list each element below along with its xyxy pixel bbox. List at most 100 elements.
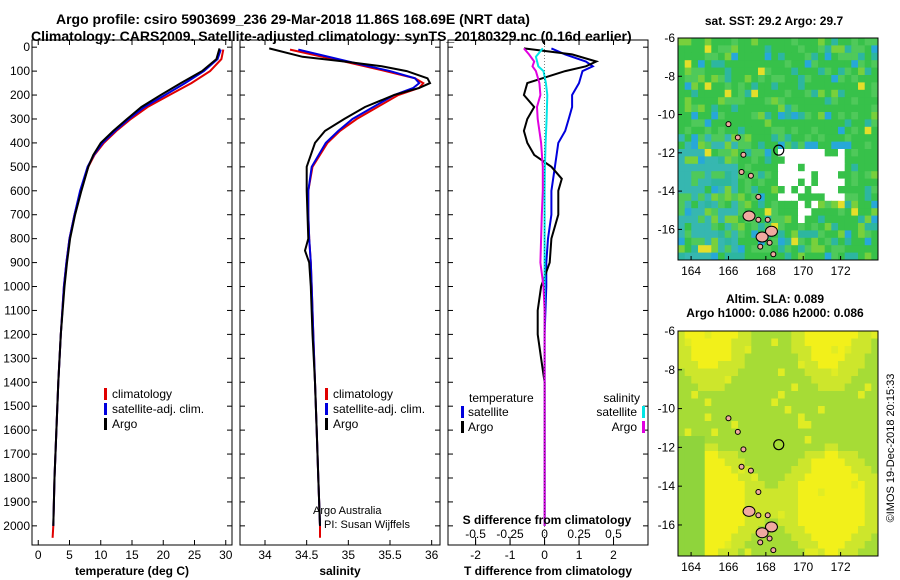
- map-cell: [724, 149, 732, 157]
- map-cell: [824, 200, 832, 209]
- map-cell: [871, 112, 879, 120]
- map-cell: [718, 398, 726, 407]
- map-cell: [704, 361, 712, 369]
- map-cell: [698, 215, 706, 224]
- map-cell: [838, 503, 846, 512]
- map-cell: [811, 75, 819, 83]
- map-cell: [871, 496, 879, 504]
- map-cell: [864, 52, 872, 61]
- x-tick-label: 35: [342, 548, 356, 562]
- map-cell: [871, 413, 879, 422]
- map-cell: [804, 398, 812, 407]
- map-cell: [738, 496, 746, 504]
- map-cell: [831, 383, 839, 392]
- map-cell: [678, 208, 686, 217]
- map-cell: [858, 473, 866, 482]
- map-cell: [758, 75, 766, 83]
- map-cell: [698, 458, 706, 467]
- map-cell: [804, 346, 812, 354]
- map-cell: [831, 526, 839, 534]
- map-cell: [704, 149, 712, 157]
- map-cell: [818, 398, 826, 407]
- map-cell: [718, 488, 726, 497]
- panel-temperature: 0100200300400500600700800900100011001200…: [3, 39, 233, 578]
- map-cell: [864, 548, 872, 557]
- map-cell: [704, 443, 712, 452]
- map-cell: [851, 119, 859, 128]
- map-cell: [824, 82, 832, 91]
- map-cell: [718, 82, 726, 91]
- map-cell: [864, 141, 872, 150]
- map-cell: [811, 511, 819, 519]
- map-cell: [811, 141, 819, 150]
- island-shape: [740, 151, 747, 158]
- island-shape: [770, 547, 777, 554]
- map-cell: [764, 75, 772, 83]
- map-cell: [791, 245, 799, 254]
- map-cell: [784, 518, 792, 527]
- s-tick-label: 0.5: [605, 527, 622, 541]
- map-cell: [704, 458, 712, 467]
- map-cell: [844, 368, 852, 377]
- map-cell: [758, 67, 766, 76]
- map-cell: [691, 208, 699, 217]
- map-cell: [791, 200, 799, 209]
- map-cell: [791, 496, 799, 504]
- map-cell: [724, 200, 732, 209]
- map-cell: [824, 163, 832, 172]
- map-cell: [824, 413, 832, 422]
- map-cell: [811, 112, 819, 120]
- map-cell: [678, 511, 686, 519]
- map-cell: [818, 134, 826, 143]
- map-cell: [778, 215, 786, 224]
- legend-swatch: [325, 388, 328, 400]
- map-cell: [678, 215, 686, 224]
- map-cell: [784, 82, 792, 91]
- map-cell: [691, 436, 699, 444]
- map-cell: [731, 466, 739, 474]
- map-cell: [858, 223, 866, 231]
- map-cell: [678, 223, 686, 231]
- map-cell: [758, 346, 766, 354]
- x-tick-label: 5: [66, 548, 73, 562]
- map-cell: [838, 67, 846, 76]
- map-cell: [798, 186, 806, 194]
- map-cell: [751, 338, 759, 347]
- map-cell: [698, 237, 706, 246]
- map-cell: [818, 149, 826, 157]
- map-cell: [824, 466, 832, 474]
- map-cell: [771, 391, 779, 399]
- map-cell: [871, 38, 879, 46]
- map-cell: [811, 406, 819, 414]
- map-cell: [871, 245, 879, 254]
- map-cell: [744, 186, 752, 194]
- map-cell: [784, 503, 792, 512]
- map-cell: [711, 383, 719, 392]
- map-cell: [811, 451, 819, 459]
- map-cell: [698, 119, 706, 128]
- map-cell: [851, 200, 859, 209]
- map-cell: [818, 38, 826, 46]
- map-cell: [811, 338, 819, 347]
- map-cell: [784, 376, 792, 384]
- map-cell: [818, 548, 826, 557]
- map-cell: [791, 443, 799, 452]
- map-cell: [784, 171, 792, 180]
- x-tick-label: 25: [188, 548, 202, 562]
- map-cell: [711, 89, 719, 98]
- map-cell: [758, 38, 766, 46]
- map-cell: [758, 376, 766, 384]
- map-cell: [744, 156, 752, 165]
- map-cell: [758, 171, 766, 180]
- map-cell: [778, 406, 786, 414]
- map-cell: [791, 141, 799, 150]
- map-cell: [691, 223, 699, 231]
- map-cell: [858, 75, 866, 83]
- series-line-argo: [268, 47, 432, 526]
- map-cell: [864, 186, 872, 194]
- map-cell: [751, 126, 759, 135]
- map-cell: [838, 208, 846, 217]
- legend-label: satellite-adj. clim.: [333, 402, 425, 416]
- map-cell: [704, 112, 712, 120]
- map-cell: [711, 458, 719, 467]
